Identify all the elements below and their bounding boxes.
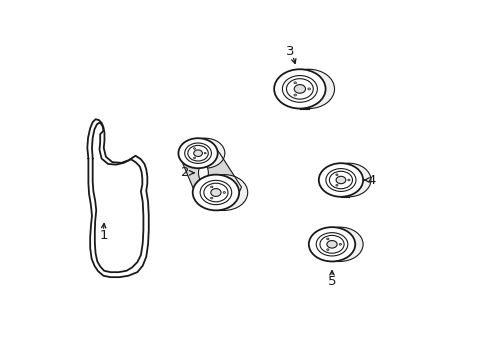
Ellipse shape — [185, 138, 224, 168]
Ellipse shape — [193, 150, 202, 157]
Ellipse shape — [347, 179, 349, 181]
Ellipse shape — [335, 174, 337, 176]
Ellipse shape — [192, 175, 239, 210]
Polygon shape — [180, 146, 241, 203]
Text: 4: 4 — [366, 174, 375, 186]
Ellipse shape — [316, 227, 363, 261]
Ellipse shape — [307, 88, 310, 90]
Ellipse shape — [193, 148, 195, 149]
Ellipse shape — [294, 85, 305, 93]
Ellipse shape — [326, 249, 328, 251]
Ellipse shape — [293, 94, 296, 96]
Ellipse shape — [210, 189, 221, 197]
Text: 5: 5 — [327, 275, 336, 288]
Ellipse shape — [335, 184, 337, 186]
Text: 2: 2 — [181, 166, 189, 179]
Text: 1: 1 — [99, 229, 107, 242]
Ellipse shape — [326, 163, 370, 197]
Ellipse shape — [210, 197, 212, 199]
Ellipse shape — [326, 238, 328, 240]
Ellipse shape — [318, 163, 363, 197]
Ellipse shape — [293, 82, 296, 84]
Ellipse shape — [308, 227, 354, 261]
Ellipse shape — [201, 175, 247, 210]
Circle shape — [203, 177, 211, 186]
Ellipse shape — [339, 243, 341, 245]
Ellipse shape — [203, 152, 206, 154]
Ellipse shape — [326, 240, 336, 248]
Ellipse shape — [198, 164, 208, 182]
Ellipse shape — [193, 157, 195, 159]
Ellipse shape — [210, 186, 212, 188]
Ellipse shape — [274, 69, 325, 109]
Ellipse shape — [283, 69, 334, 109]
Text: 3: 3 — [285, 45, 294, 58]
Ellipse shape — [223, 192, 225, 193]
Ellipse shape — [335, 176, 345, 184]
Ellipse shape — [178, 138, 217, 168]
